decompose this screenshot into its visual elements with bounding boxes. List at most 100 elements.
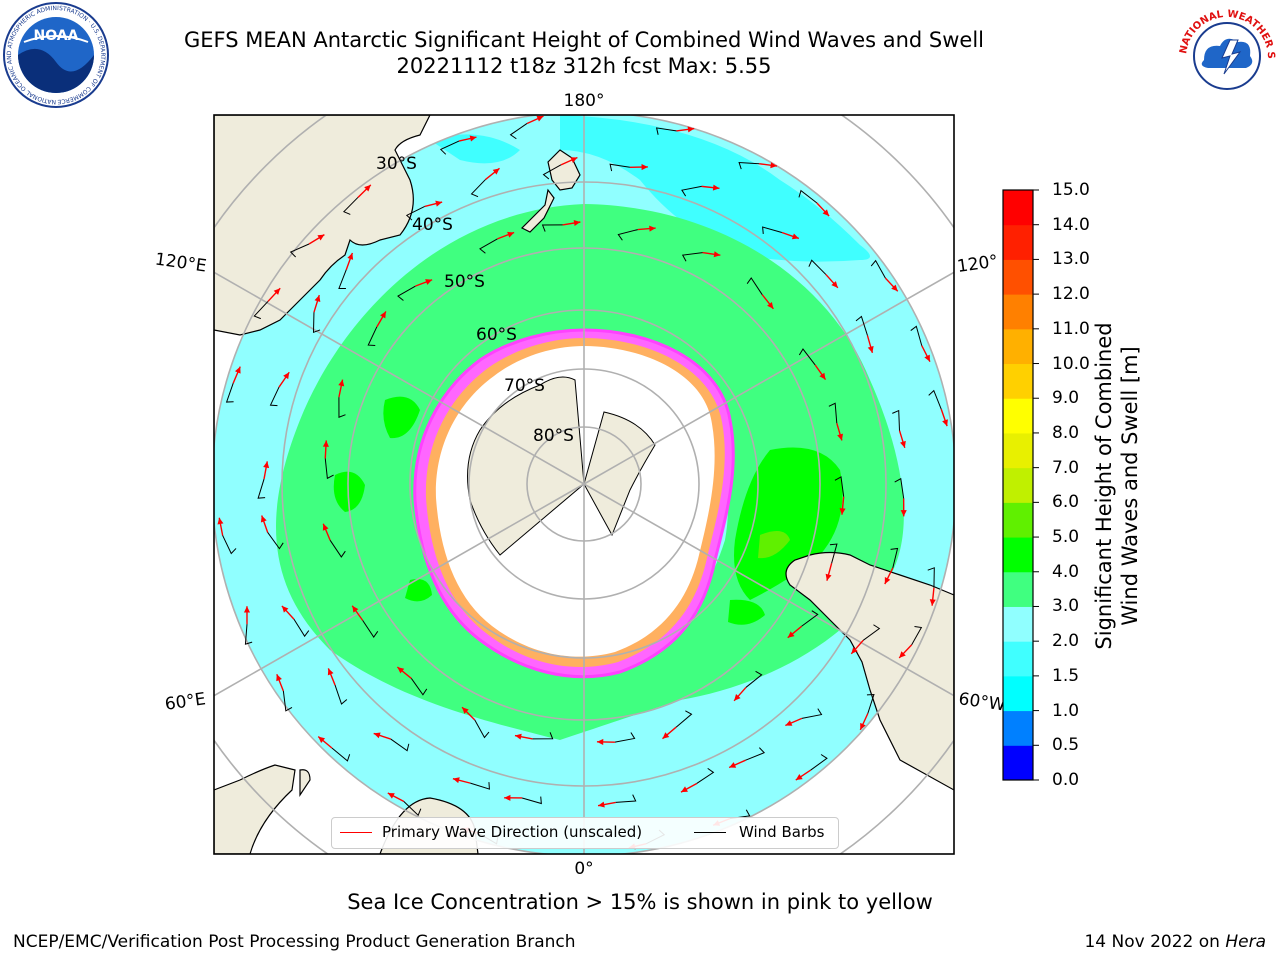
wind-barb xyxy=(892,409,901,431)
wind-barb xyxy=(334,684,348,705)
map-legend: Primary Wave Direction (unscaled) Wind B… xyxy=(331,817,839,849)
wave-arrow-head xyxy=(867,345,874,353)
wave-arrow-head xyxy=(322,440,329,447)
wave-arrow-head xyxy=(851,647,858,654)
wave-arrow-head xyxy=(452,777,460,784)
colorbar-segment xyxy=(1003,710,1033,746)
colorbar-segment xyxy=(1003,606,1033,642)
wave-arrow-head xyxy=(839,508,846,515)
map-frame xyxy=(213,114,955,855)
footer-date: 14 Nov 2022 on Hera xyxy=(1084,932,1266,952)
wave-arrow-head xyxy=(425,279,433,285)
wind-barb xyxy=(810,754,828,771)
wind-barb xyxy=(244,624,253,645)
wave-arrow-head xyxy=(825,573,832,581)
wind-barb xyxy=(509,123,528,140)
svg-text:NOAA: NOAA xyxy=(34,28,79,44)
wave-arrow-head xyxy=(260,515,267,523)
wave-arrow-head xyxy=(380,311,386,319)
wind-barb xyxy=(222,535,237,555)
wind-barb xyxy=(479,238,498,254)
colorbar-title: Significant Height of Combined Wind Wave… xyxy=(1092,322,1142,650)
wind-barb xyxy=(801,610,819,627)
wave-arrow-head xyxy=(387,793,395,799)
colorbar-segment xyxy=(1003,294,1033,330)
wind-barb xyxy=(439,140,460,155)
wave-arrow-head xyxy=(263,461,270,469)
wave-arrow-head xyxy=(217,517,224,525)
wave-arrow-head xyxy=(492,168,500,175)
wave-arrow-head xyxy=(573,220,581,227)
noaa-logo: NATIONAL OCEANIC AND ATMOSPHERIC ADMINIS… xyxy=(3,2,109,108)
colorbar-segment xyxy=(1003,224,1033,260)
wind-barb xyxy=(367,326,378,347)
madagascar xyxy=(299,769,311,797)
colorbar-tick-label: 3.0 xyxy=(1052,596,1080,617)
lat-label-50s: 50°S xyxy=(444,272,485,292)
wave-arrow-head xyxy=(713,251,721,258)
lon-label-180: 180° xyxy=(564,91,605,111)
australia xyxy=(214,115,431,336)
wave-arrow-head xyxy=(364,184,371,192)
colorbar-tick-label: 6.0 xyxy=(1052,492,1080,513)
wind-barb xyxy=(225,383,234,403)
colorbar-tick-label: 15.0 xyxy=(1052,180,1090,200)
colorbar-segment xyxy=(1003,190,1033,226)
colorbar-segment xyxy=(1003,675,1033,712)
footer-credit: NCEP/EMC/Verification Post Processing Pr… xyxy=(13,932,576,952)
wind-barb xyxy=(745,747,766,761)
wind-barb xyxy=(542,164,562,180)
new-zealand-south xyxy=(520,188,555,233)
wind-barb xyxy=(470,782,490,790)
lon-label-0: 0° xyxy=(574,859,593,879)
wave-arrow-head xyxy=(283,372,290,380)
wave-arrow-head xyxy=(338,379,345,387)
wave-arrow-head xyxy=(819,372,826,380)
colorbar-tick-label: 11.0 xyxy=(1052,318,1090,339)
wave-arrow-head xyxy=(536,115,544,122)
wind-barb xyxy=(866,693,875,714)
colorbar-tick-label: 7.0 xyxy=(1052,457,1080,478)
wind-barb xyxy=(289,243,310,258)
wind-barb xyxy=(855,315,868,336)
wind-barb xyxy=(390,738,410,752)
wind-barb xyxy=(675,710,693,728)
wind-barb xyxy=(890,547,899,569)
wave-arrow-head xyxy=(662,732,670,739)
colorbar-segment xyxy=(1003,363,1033,399)
wave-arrow-head xyxy=(891,284,898,292)
wave-arrow-head xyxy=(598,801,605,808)
wave-arrow-head xyxy=(314,295,321,303)
wind-barb xyxy=(911,625,923,646)
wave-arrow-head xyxy=(234,366,241,374)
wave-direction-arrows xyxy=(217,115,948,850)
wind-barb xyxy=(403,801,422,817)
graticule xyxy=(214,115,954,854)
ocean-swh-4-5m-blob-east xyxy=(734,447,843,600)
africa xyxy=(214,764,296,854)
wind-barb xyxy=(681,252,703,262)
wave-arrow-head xyxy=(860,722,866,730)
colorbar-tick-label: 13.0 xyxy=(1052,249,1090,270)
wave-arrow-head xyxy=(729,762,737,768)
wind-barb xyxy=(834,476,845,497)
lon-label-120e: 120°E xyxy=(154,250,208,277)
wind-barb xyxy=(474,719,490,739)
wave-arrow-head xyxy=(795,774,803,781)
wave-arrow-head xyxy=(942,419,948,427)
lat-label-30s: 30°S xyxy=(376,154,417,174)
colorbar-tick-label: 14.0 xyxy=(1052,214,1090,235)
wave-arrow-head xyxy=(435,200,443,207)
colorbar-tick-label: 12.0 xyxy=(1052,284,1090,305)
wave-arrow-head xyxy=(317,234,325,241)
wind-barb xyxy=(257,478,266,499)
colorbar-tick-label: 0.5 xyxy=(1052,735,1080,756)
wind-barb xyxy=(738,161,760,170)
colorbar xyxy=(1002,189,1039,781)
sea-ice-caption: Sea Ice Concentration > 15% is shown in … xyxy=(347,890,933,914)
wave-arrow-head xyxy=(373,732,381,739)
wind-barb xyxy=(405,206,425,221)
colorbar-tick-label: 1.0 xyxy=(1052,700,1080,721)
wave-arrow-head xyxy=(767,301,774,309)
